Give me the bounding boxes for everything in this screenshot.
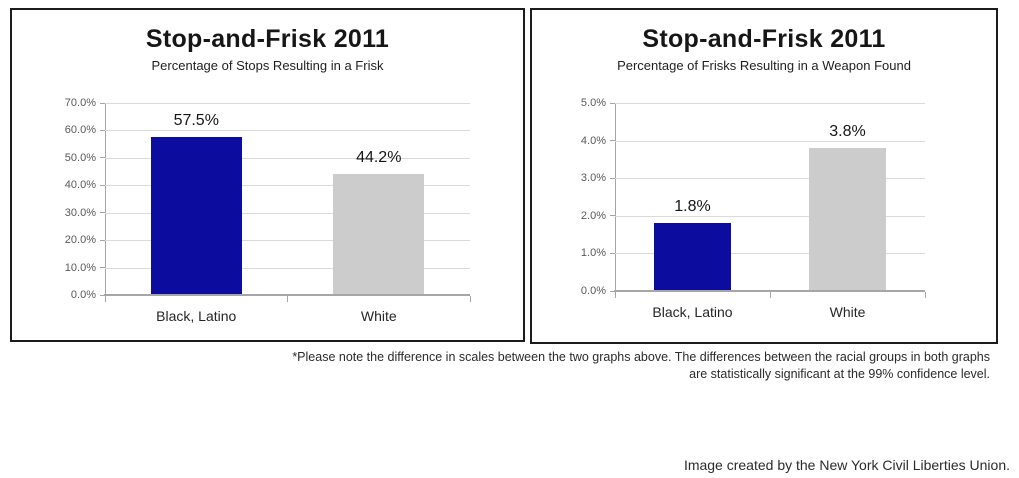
bar-white (808, 148, 887, 290)
chart-panel-frisk-rate: Stop-and-Frisk 2011 Percentage of Stops … (10, 8, 525, 342)
gridline (105, 212, 470, 214)
y-axis-tick (100, 102, 105, 104)
gridline (105, 185, 470, 187)
gridline (105, 130, 470, 132)
gridline (615, 215, 925, 217)
category-label-black-latino: Black, Latino (652, 304, 733, 320)
y-axis-tick-label: 60.0% (64, 124, 96, 137)
y-axis-tick (100, 212, 105, 214)
chart-subtitle: Percentage of Frisks Resulting in a Weap… (617, 58, 911, 73)
y-axis-tick (610, 215, 615, 217)
x-axis-tick (614, 292, 616, 298)
bar-value-label: 3.8% (829, 123, 866, 141)
category-label-white: White (829, 304, 866, 320)
y-axis-tick-label: 20.0% (64, 234, 96, 247)
y-axis-tick-label: 2.0% (580, 209, 606, 222)
y-axis-tick (100, 129, 105, 131)
bar-black-latino (150, 137, 242, 294)
y-axis-tick-label: 1.0% (580, 247, 606, 260)
y-axis-tick-label: 3.0% (580, 172, 606, 185)
bar-black-latino (653, 223, 732, 290)
x-axis-tick (469, 296, 471, 302)
bar-value-label: 44.2% (356, 148, 402, 166)
gridline (105, 103, 470, 104)
bar-plot-weapon-found: 0.0% 1.0% 2.0% 3.0% 4.0% 5.0% 1.8% Black, Latin… (581, 97, 926, 320)
chart-panel-weapon-found: Stop-and-Frisk 2011 Percentage of Frisks… (530, 8, 998, 344)
y-axis-line (105, 103, 106, 295)
x-axis-tick (104, 296, 106, 302)
y-axis-tick-label: 30.0% (64, 206, 96, 219)
y-axis-tick-label: 40.0% (64, 179, 96, 192)
y-axis-tick-label: 0.0% (70, 289, 96, 301)
y-axis-tick-label: 50.0% (64, 151, 96, 164)
y-axis-tick (610, 140, 615, 142)
gridline (615, 103, 925, 104)
y-axis-tick-label: 70.0% (64, 97, 96, 109)
y-axis-tick (100, 294, 105, 296)
y-axis-tick (100, 239, 105, 241)
y-axis-tick-label: 4.0% (580, 134, 606, 147)
y-axis-tick-label: 0.0% (580, 285, 606, 297)
category-label-black-latino: Black, Latino (156, 308, 237, 324)
chart-title: Stop-and-Frisk 2011 (642, 25, 886, 53)
x-axis-tick (287, 296, 288, 302)
category-label-white: White (360, 308, 397, 324)
y-axis-tick-label: 5.0% (580, 97, 606, 109)
y-axis-tick-label: 10.0% (64, 261, 96, 274)
chart-title: Stop-and-Frisk 2011 (145, 25, 390, 53)
y-axis-tick (610, 102, 615, 104)
footnote-line: *Please note the difference in scales be… (292, 350, 990, 364)
gridline (105, 157, 470, 159)
gridline (615, 140, 925, 142)
gridline (615, 178, 925, 180)
gridline (615, 253, 925, 255)
y-axis-tick (610, 252, 615, 254)
y-axis-tick (100, 267, 105, 269)
bar-value-label: 1.8% (674, 198, 711, 216)
y-axis-line (615, 103, 616, 291)
y-axis-tick (100, 184, 105, 186)
bar-value-label: 57.5% (173, 112, 219, 130)
chart-subtitle: Percentage of Stops Resulting in a Frisk (151, 58, 384, 73)
bar-plot-frisk-rate: 0.0% 10.0% 20.0% 30.0% 40.0% 50.0% 60.0% 70.0% 5… (65, 97, 471, 324)
x-axis-line (104, 294, 470, 296)
x-axis-line (614, 290, 925, 292)
y-axis-tick (610, 177, 615, 179)
x-axis-tick (924, 292, 926, 298)
gridline (105, 240, 470, 242)
bar-white (333, 173, 425, 294)
x-axis-tick (769, 292, 771, 298)
gridline (105, 267, 470, 269)
credit-line: Image created by the New York Civil Libe… (683, 457, 1010, 473)
footnote-line: are statistically significant at the 99%… (689, 367, 990, 381)
y-axis-tick (100, 157, 105, 159)
footnote: *Please note the difference in scales be… (292, 349, 990, 383)
y-axis-tick (610, 290, 615, 292)
